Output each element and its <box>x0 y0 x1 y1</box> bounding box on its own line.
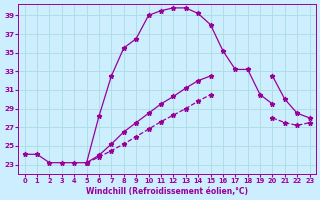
X-axis label: Windchill (Refroidissement éolien,°C): Windchill (Refroidissement éolien,°C) <box>86 187 248 196</box>
